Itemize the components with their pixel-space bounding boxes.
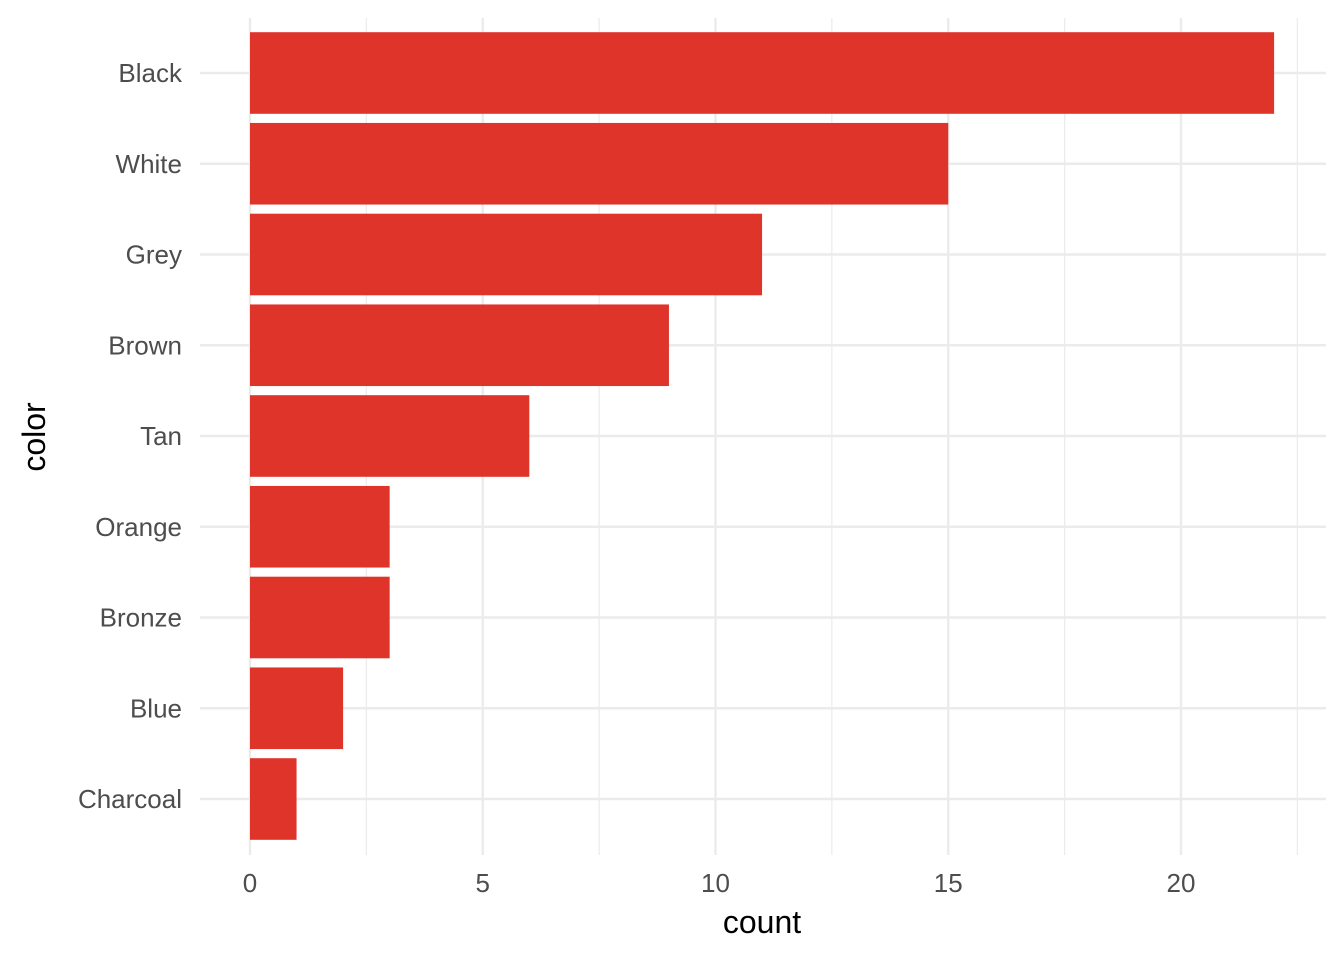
x-tick-labels: 0 5 10 15 20 — [243, 868, 1196, 898]
y-tick-label: Charcoal — [78, 784, 182, 814]
y-tick-labels: Black White Grey Brown Tan Orange Bronze Blue Ch… — [78, 58, 183, 814]
x-tick-label: 5 — [476, 868, 490, 898]
bar-white — [250, 122, 949, 205]
bar-grey — [250, 213, 763, 296]
x-axis-title: count — [723, 904, 801, 940]
x-tick-label: 0 — [243, 868, 257, 898]
y-tick-label: Blue — [130, 693, 182, 723]
y-tick-label: White — [116, 149, 182, 179]
y-tick-label: Tan — [140, 421, 182, 451]
y-tick-label: Orange — [95, 512, 182, 542]
bars — [250, 32, 1275, 840]
x-tick-label: 15 — [934, 868, 963, 898]
bar-charcoal — [250, 758, 297, 840]
x-tick-label: 10 — [701, 868, 730, 898]
y-axis-title: color — [16, 402, 52, 472]
bar-black — [250, 32, 1275, 114]
bar-tan — [250, 395, 530, 477]
bar-blue — [250, 667, 344, 750]
y-tick-label: Grey — [126, 240, 182, 270]
x-tick-label: 20 — [1167, 868, 1196, 898]
bar-brown — [250, 304, 669, 387]
y-tick-label: Black — [118, 58, 183, 88]
bar-orange — [250, 485, 390, 568]
y-tick-label: Brown — [108, 330, 182, 360]
y-tick-label: Bronze — [100, 603, 182, 633]
bar-bronze — [250, 576, 390, 659]
